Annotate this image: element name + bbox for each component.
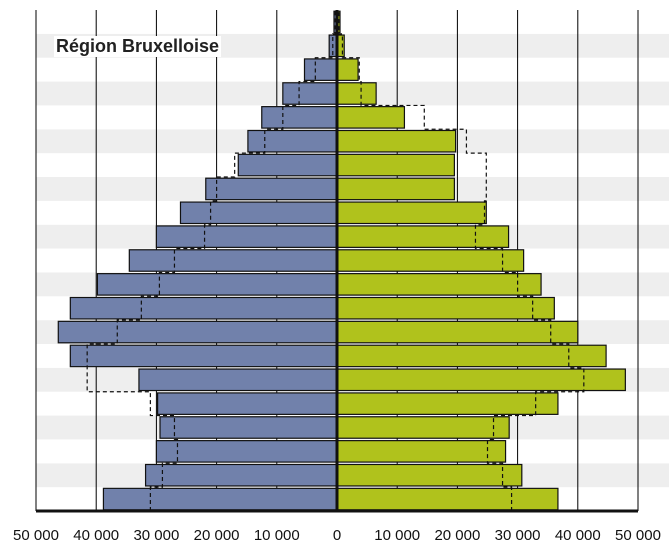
right-bar bbox=[336, 177, 455, 201]
left-bar bbox=[144, 463, 338, 487]
right-outline-line bbox=[338, 10, 585, 511]
right-bar bbox=[336, 129, 457, 153]
right-bar bbox=[336, 487, 559, 511]
left-bar bbox=[155, 225, 338, 248]
left-outline-line bbox=[86, 10, 336, 511]
x-tick-label: 50 000 bbox=[615, 527, 661, 544]
right-bar bbox=[336, 344, 607, 368]
left-bar bbox=[69, 344, 338, 368]
left-bar bbox=[57, 320, 338, 344]
right-bar bbox=[336, 249, 525, 272]
right-bar bbox=[336, 296, 555, 320]
left-bar bbox=[237, 153, 338, 177]
right-bar bbox=[336, 368, 626, 392]
right-bar bbox=[336, 320, 579, 344]
right-bar bbox=[336, 440, 507, 463]
x-tick-label: 50 000 bbox=[13, 527, 59, 544]
right-dashed-outline bbox=[338, 10, 585, 511]
left-bar bbox=[261, 106, 338, 129]
left-bar bbox=[157, 392, 338, 415]
x-tick-label: 30 000 bbox=[133, 527, 179, 544]
right-bar bbox=[336, 392, 559, 415]
right-bar bbox=[336, 58, 359, 81]
left-bar bbox=[247, 129, 338, 153]
right-bar bbox=[336, 416, 510, 439]
right-bar bbox=[336, 225, 510, 248]
left-bar bbox=[96, 273, 338, 296]
chart-title: Région Bruxelloise bbox=[54, 36, 222, 57]
x-axis bbox=[36, 10, 638, 513]
left-bar bbox=[179, 201, 338, 225]
x-tick-label: 20 000 bbox=[194, 527, 240, 544]
right-bar bbox=[336, 82, 377, 105]
right-bar bbox=[336, 153, 455, 177]
x-tick-label: 0 bbox=[333, 527, 341, 544]
left-bar bbox=[155, 440, 338, 463]
x-tick-label: 10 000 bbox=[374, 527, 420, 544]
right-bar bbox=[336, 273, 542, 296]
x-tick-label: 20 000 bbox=[434, 527, 480, 544]
right-bar bbox=[336, 201, 487, 225]
left-bar bbox=[282, 82, 338, 105]
left-bars bbox=[57, 10, 338, 511]
x-tick-label: 30 000 bbox=[495, 527, 541, 544]
left-bar bbox=[128, 249, 338, 272]
left-bar bbox=[138, 368, 338, 392]
left-bar bbox=[205, 177, 338, 201]
x-tick-label: 10 000 bbox=[254, 527, 300, 544]
right-bar bbox=[336, 463, 523, 487]
x-tick-labels: 50 000 40 000 30 000 20 000 10 000 0 10 000 20 … bbox=[13, 527, 661, 544]
left-dashed-outline bbox=[86, 10, 336, 511]
right-bar bbox=[336, 106, 406, 129]
left-bar bbox=[102, 487, 338, 511]
left-bar bbox=[69, 296, 338, 320]
left-bar bbox=[303, 58, 338, 81]
x-tick-label: 40 000 bbox=[555, 527, 601, 544]
x-tick-label: 40 000 bbox=[73, 527, 119, 544]
background-band bbox=[36, 10, 669, 34]
left-bar bbox=[159, 416, 338, 439]
